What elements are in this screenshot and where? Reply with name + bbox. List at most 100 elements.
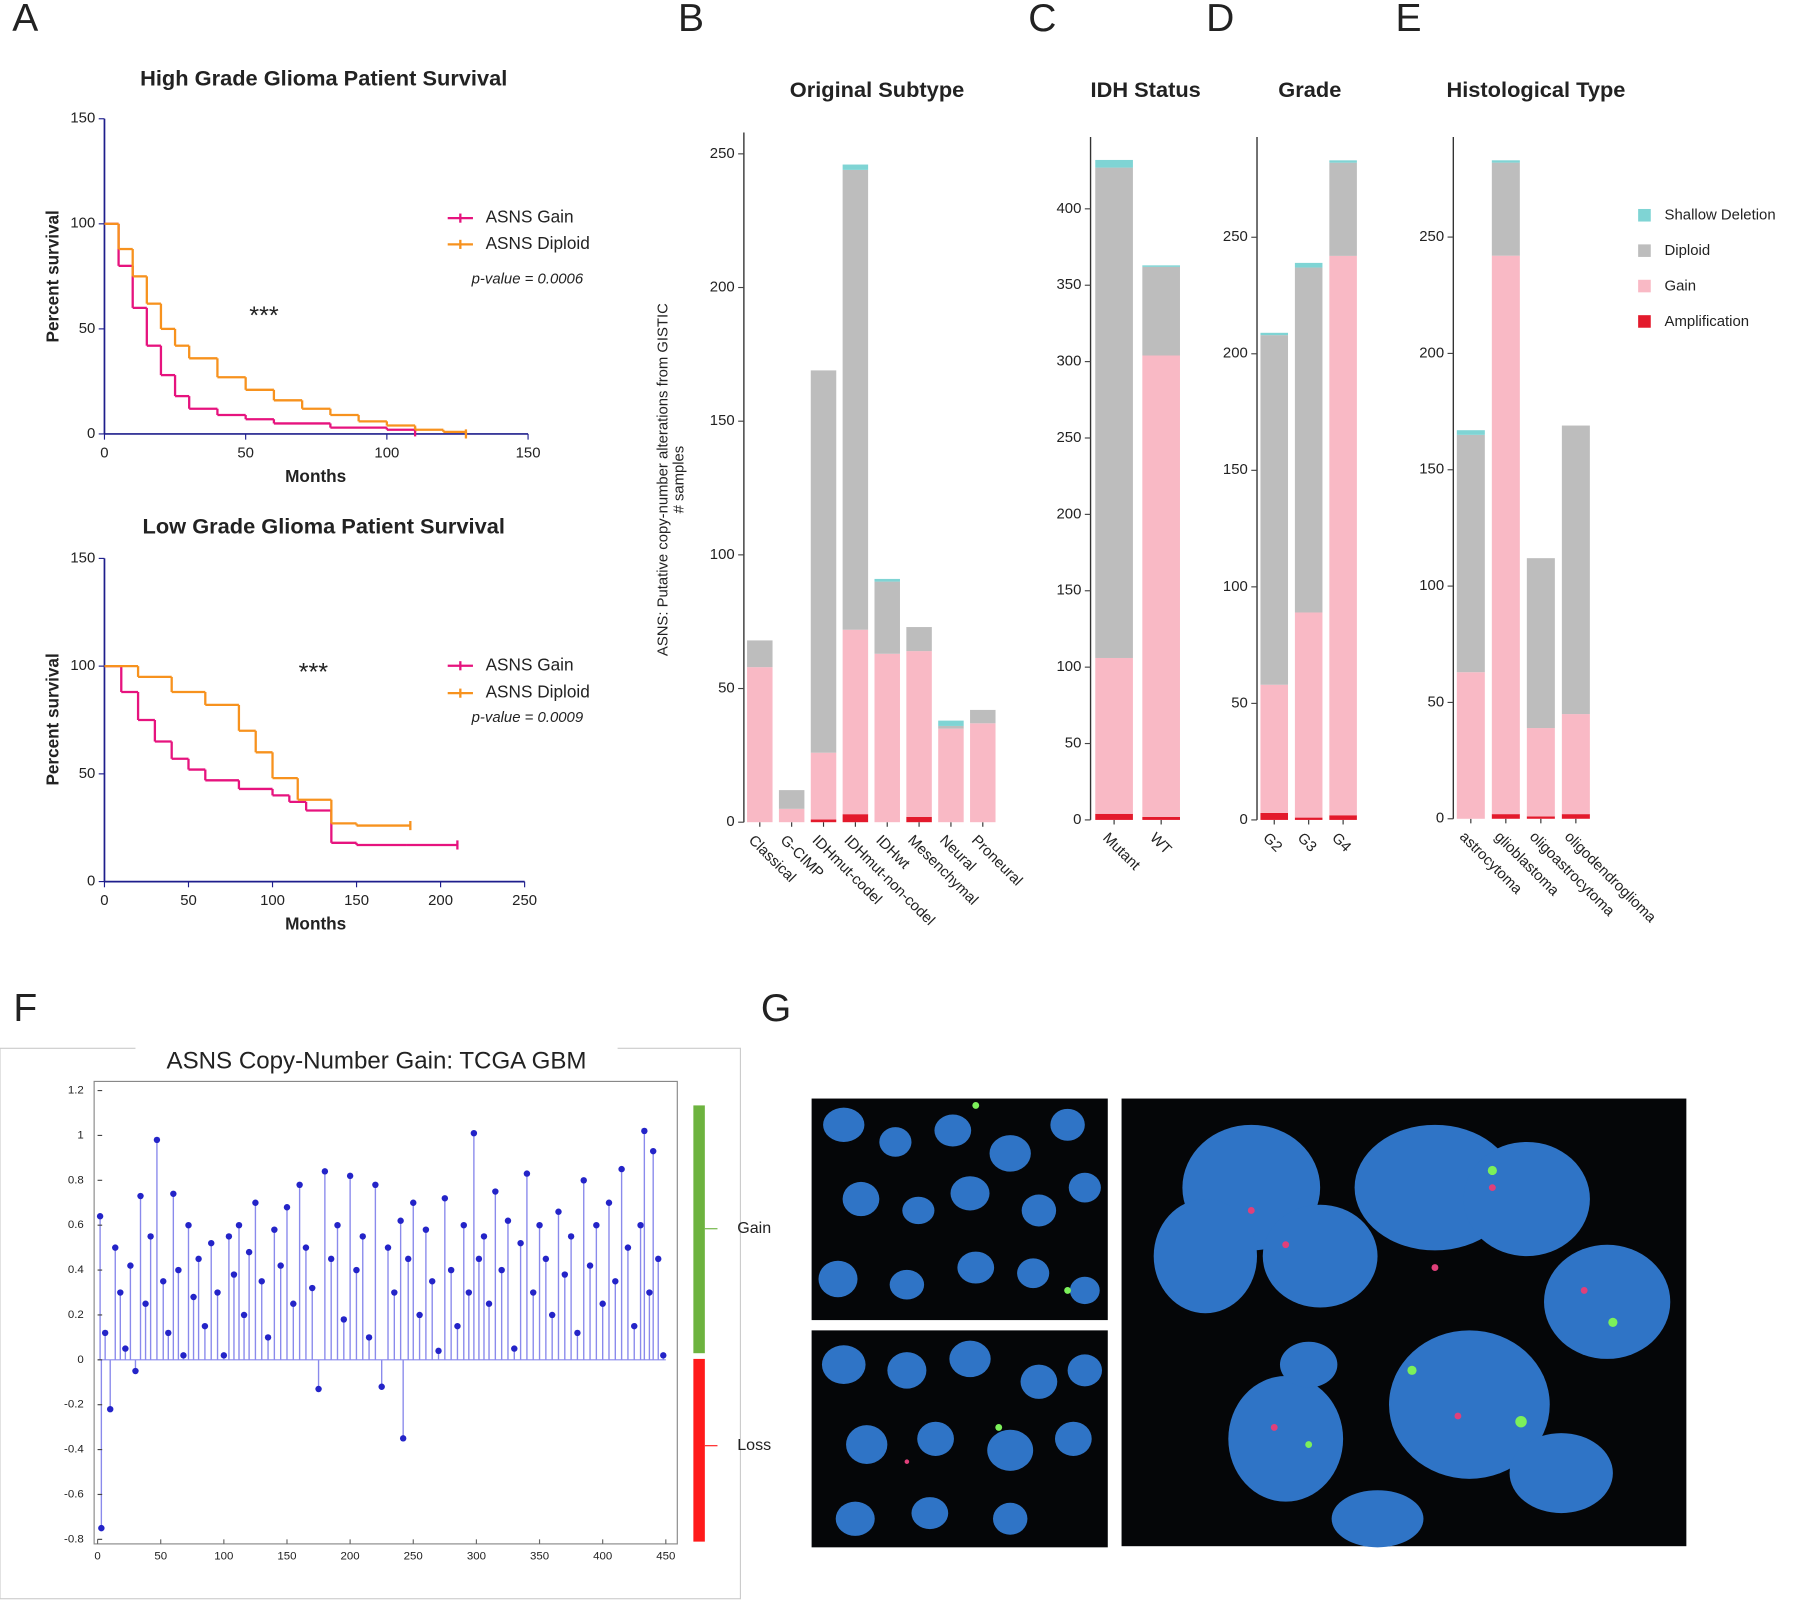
point: [160, 1278, 167, 1285]
y-tick-label: 0: [1240, 812, 1248, 828]
point: [271, 1226, 278, 1233]
bar-segment: [1260, 812, 1289, 820]
y-tick-label: 100: [710, 547, 735, 563]
y-tick-label: 50: [1065, 735, 1082, 751]
bar-segment: [810, 819, 837, 823]
y-tick-label: 350: [1056, 277, 1081, 293]
y-tick-label: 0: [87, 874, 95, 890]
y-tick-label: 250: [710, 146, 735, 162]
bar-segment: [810, 370, 837, 753]
x-tick-label: 450: [656, 1551, 675, 1563]
y-tick-label: 0: [77, 1354, 83, 1366]
bar-segment: [1095, 657, 1133, 814]
y-tick-label: 0.6: [68, 1219, 84, 1231]
legend-label: Amplification: [1665, 314, 1750, 330]
y-tick-label: 150: [1419, 462, 1444, 478]
chart-title-plain: ASNS Copy-Number Gain: TCGA GBM: [167, 1047, 587, 1074]
panel-label: F: [13, 987, 37, 1030]
y-tick-label: 100: [1056, 659, 1081, 675]
bar-segment: [1142, 355, 1180, 817]
point: [399, 1435, 407, 1442]
point: [480, 1233, 488, 1240]
bar-segment: [778, 790, 805, 809]
bar-segment: [1491, 160, 1520, 163]
bar-segment: [1329, 815, 1357, 820]
point: [117, 1289, 124, 1296]
point: [574, 1329, 581, 1337]
y-tick-label: 150: [70, 550, 95, 566]
y-tick-label: 200: [1056, 506, 1081, 522]
point: [258, 1278, 265, 1285]
x-tick-label: 150: [344, 893, 369, 909]
point: [637, 1221, 644, 1229]
bar-segment: [1329, 160, 1357, 163]
point: [225, 1233, 233, 1240]
y-tick-label: 200: [1223, 346, 1248, 362]
point: [384, 1244, 392, 1251]
x-axis-label: Months: [285, 914, 346, 934]
point: [190, 1293, 197, 1301]
y-tick-label: 250: [1419, 229, 1444, 245]
point: [561, 1271, 569, 1278]
x-tick-label: 50: [154, 1551, 167, 1563]
bar-segment: [1260, 332, 1289, 336]
point: [460, 1221, 467, 1229]
bar-segment: [1456, 434, 1485, 673]
x-tick-label: G2: [1259, 830, 1284, 855]
point: [340, 1316, 348, 1323]
bar-segment: [747, 667, 773, 823]
side-label: Loss: [737, 1436, 771, 1454]
panel-label: C: [1028, 0, 1056, 40]
bar-segment: [906, 816, 932, 823]
point: [492, 1188, 499, 1195]
point: [498, 1266, 505, 1274]
x-tick-label: 50: [237, 445, 254, 461]
y-tick-label: 100: [1223, 579, 1248, 595]
point: [646, 1289, 653, 1296]
bar-segment: [1491, 162, 1520, 256]
point: [180, 1352, 187, 1359]
point: [264, 1334, 272, 1341]
bar-segment: [1561, 425, 1590, 715]
y-tick-label: 0: [1436, 811, 1444, 827]
bar-segment: [938, 728, 964, 823]
y-tick-label: -0.2: [64, 1399, 84, 1411]
point: [599, 1300, 606, 1307]
point: [283, 1204, 291, 1211]
point: [365, 1334, 373, 1341]
y-tick-label: 1: [77, 1129, 83, 1141]
bar-segment: [842, 629, 869, 815]
side-bar: [693, 1358, 705, 1542]
bar-segment: [1456, 430, 1485, 435]
point: [567, 1233, 575, 1240]
x-tick-label: 400: [593, 1551, 612, 1563]
bar-segment: [810, 752, 837, 820]
bar-segment: [842, 814, 869, 823]
point: [214, 1289, 221, 1296]
point: [536, 1221, 543, 1229]
annotation: p-value = 0.0006: [471, 272, 584, 288]
signal-spots: [972, 1101, 1618, 1448]
chart-title: Histological Type: [1447, 77, 1626, 102]
bar-segment: [1526, 816, 1555, 819]
point: [96, 1213, 104, 1220]
point: [127, 1262, 134, 1269]
bar-segment: [1491, 814, 1520, 819]
x-tick-label: 250: [404, 1551, 423, 1563]
legend-label: Shallow Deletion: [1665, 208, 1776, 224]
point: [485, 1300, 493, 1307]
point: [586, 1262, 594, 1269]
x-tick-label: 200: [428, 893, 453, 909]
y-tick-label: 0.4: [68, 1264, 85, 1276]
y-tick-label: 150: [70, 111, 95, 127]
x-tick-label: 350: [530, 1551, 549, 1563]
point: [220, 1352, 228, 1359]
point: [405, 1255, 412, 1263]
point: [290, 1300, 297, 1307]
bar-segment: [906, 651, 932, 817]
y-tick-label: -0.4: [64, 1444, 84, 1456]
bar-segment: [1329, 255, 1357, 816]
bar-segment: [1294, 612, 1323, 818]
y-tick-label: 100: [70, 658, 95, 674]
point: [142, 1300, 149, 1307]
